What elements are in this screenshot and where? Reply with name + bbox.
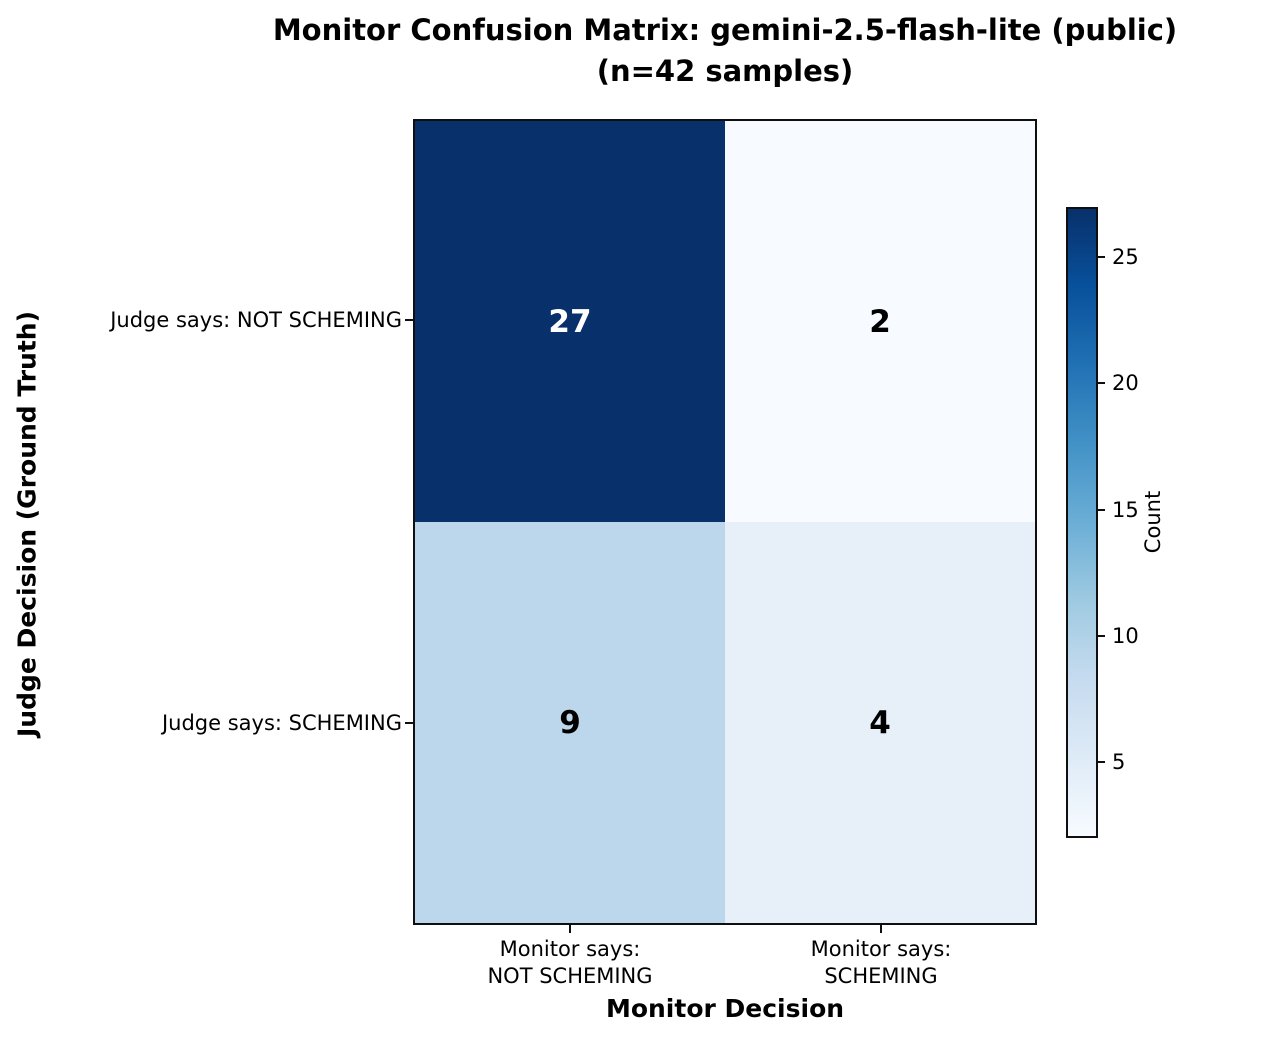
colorbar-tick-label-15: 15 xyxy=(1112,498,1139,522)
xtick-mark-col1 xyxy=(569,925,571,933)
colorbar-tick-10 xyxy=(1098,635,1105,637)
colorbar-tick-label-10: 10 xyxy=(1112,624,1139,648)
colorbar-tick-label-25: 25 xyxy=(1112,245,1139,269)
ytick-label-judge-not-scheming: Judge says: NOT SCHEMING xyxy=(110,308,402,332)
xtick-label-col1-line2: NOT SCHEMING xyxy=(487,964,653,988)
ytick-mark-row2 xyxy=(405,722,413,724)
colorbar-tick-label-5: 5 xyxy=(1112,750,1126,774)
heatmap-plot-area: 27 2 9 4 xyxy=(413,119,1037,925)
xtick-label-col2-line2: SCHEMING xyxy=(824,964,938,988)
colorbar-tick-15 xyxy=(1098,509,1105,511)
chart-title-line-2: (n=42 samples) xyxy=(596,54,854,88)
colorbar-tick-20 xyxy=(1098,382,1105,384)
xtick-label-col2-line1: Monitor says: xyxy=(810,937,952,961)
colorbar-gradient xyxy=(1066,207,1098,838)
cell-judge-not-scheming-monitor-scheming: 2 xyxy=(725,121,1035,522)
cell-judge-scheming-monitor-not-scheming: 9 xyxy=(415,522,725,923)
ytick-mark-row1 xyxy=(405,319,413,321)
x-axis-title: Monitor Decision xyxy=(605,994,845,1023)
chart-title-line-1: Monitor Confusion Matrix: gemini-2.5-fla… xyxy=(272,13,1178,47)
cell-judge-not-scheming-monitor-not-scheming: 27 xyxy=(415,121,725,522)
xtick-label-monitor-scheming: Monitor says: SCHEMING xyxy=(811,936,952,990)
colorbar-tick-25 xyxy=(1098,256,1105,258)
cell-judge-scheming-monitor-scheming: 4 xyxy=(725,522,1035,923)
colorbar-tick-5 xyxy=(1098,761,1105,763)
colorbar-axis-label: Count xyxy=(1141,490,1165,554)
ytick-label-judge-scheming: Judge says: SCHEMING xyxy=(161,711,402,735)
xtick-label-monitor-not-scheming: Monitor says: NOT SCHEMING xyxy=(487,936,652,990)
colorbar-tick-label-20: 20 xyxy=(1112,371,1139,395)
y-axis-title: Judge Decision (Ground Truth) xyxy=(12,310,42,738)
xtick-mark-col2 xyxy=(880,925,882,933)
xtick-label-col1-line1: Monitor says: xyxy=(499,937,641,961)
chart-title: Monitor Confusion Matrix: gemini-2.5-fla… xyxy=(273,10,1177,92)
